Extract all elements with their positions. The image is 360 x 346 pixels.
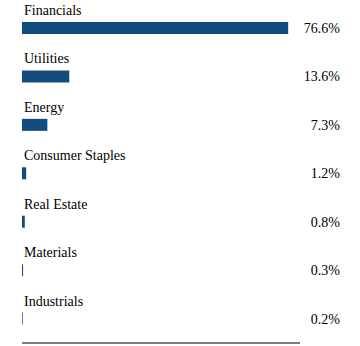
svg-text:Materials: Materials bbox=[24, 245, 77, 260]
svg-text:7.3%: 7.3% bbox=[311, 118, 341, 133]
svg-text:Industrials: Industrials bbox=[24, 294, 83, 309]
svg-text:Consumer Staples: Consumer Staples bbox=[24, 148, 126, 163]
svg-text:76.6%: 76.6% bbox=[304, 21, 341, 36]
svg-text:0.8%: 0.8% bbox=[311, 215, 341, 230]
svg-text:13.6%: 13.6% bbox=[304, 69, 341, 84]
svg-text:1.2%: 1.2% bbox=[311, 166, 341, 181]
svg-text:Utilities: Utilities bbox=[24, 51, 69, 66]
svg-text:0.2%: 0.2% bbox=[311, 312, 341, 327]
svg-text:0.3%: 0.3% bbox=[311, 263, 341, 278]
svg-text:Financials: Financials bbox=[24, 3, 82, 18]
svg-text:Energy: Energy bbox=[24, 100, 64, 115]
svg-text:Real Estate: Real Estate bbox=[24, 197, 87, 212]
